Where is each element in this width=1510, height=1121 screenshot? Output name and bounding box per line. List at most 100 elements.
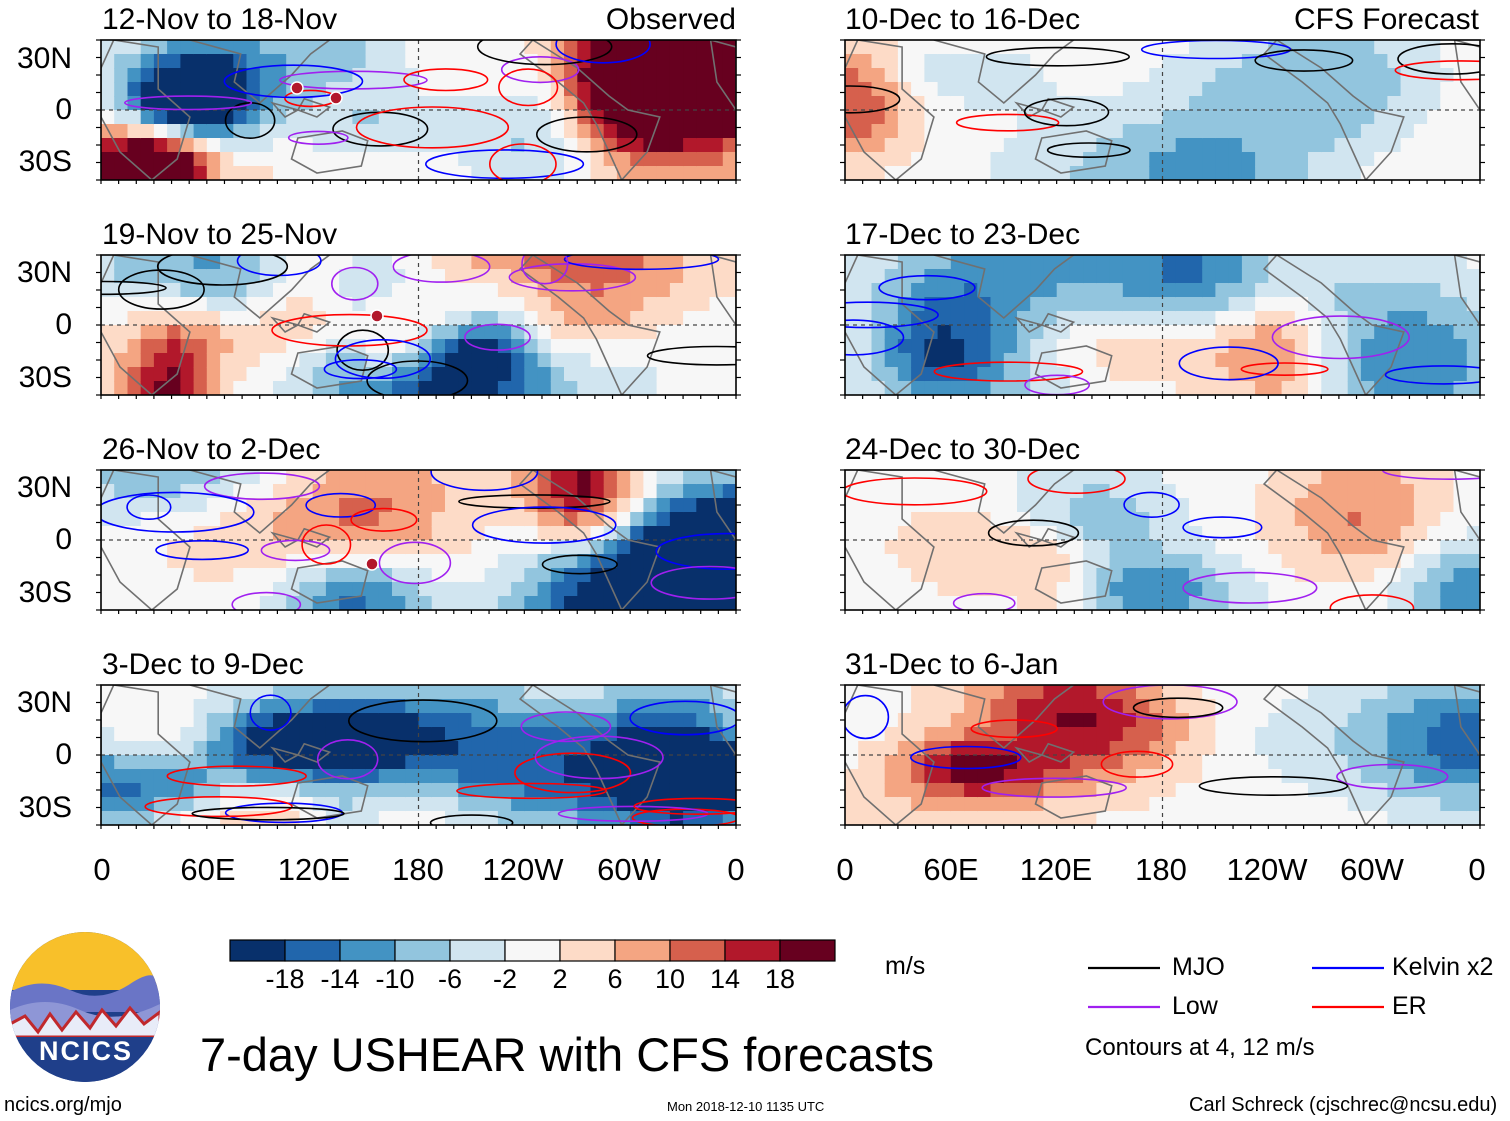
shear-cell xyxy=(206,353,221,368)
legend-label-er: ER xyxy=(1392,992,1427,1020)
shear-cell xyxy=(603,685,618,700)
shear-cell xyxy=(643,152,658,167)
shear-cell xyxy=(1347,40,1362,55)
shear-cell xyxy=(537,381,552,395)
shear-cell xyxy=(1149,283,1164,298)
shear-cell xyxy=(630,152,644,167)
shear-cell xyxy=(1215,512,1230,527)
shear-cell xyxy=(630,699,644,714)
shear-cell xyxy=(259,166,274,180)
shear-cell xyxy=(950,68,965,83)
wave-contour xyxy=(260,539,331,562)
shear-cell xyxy=(630,325,644,340)
wave-contour xyxy=(1178,346,1279,381)
footer-author: Carl Schreck (cjschrec@ncsu.edu) xyxy=(1189,1094,1498,1116)
shear-cell xyxy=(977,96,992,111)
shear-cell xyxy=(1228,713,1243,728)
shear-cell xyxy=(193,498,208,513)
shear-cell xyxy=(656,325,671,340)
shear-cell xyxy=(603,311,618,326)
shear-cell xyxy=(325,152,340,167)
shear-cell xyxy=(431,96,446,111)
shear-cell xyxy=(683,367,697,382)
shear-cell xyxy=(286,554,300,569)
shear-cell xyxy=(431,470,446,485)
shear-cell xyxy=(101,138,115,153)
shear-cell xyxy=(273,797,287,812)
shear-cell xyxy=(259,40,274,55)
shear-cell xyxy=(1096,470,1111,485)
shear-cell xyxy=(603,484,618,499)
shear-cell xyxy=(1149,727,1164,742)
shear-cell xyxy=(1400,353,1415,368)
shear-cell xyxy=(127,811,142,825)
footer-url[interactable]: ncics.org/mjo xyxy=(4,1094,122,1116)
shear-cell xyxy=(1202,54,1216,69)
shear-cell xyxy=(458,255,472,270)
shear-cell xyxy=(1122,138,1137,153)
cyclone-marker xyxy=(290,81,304,95)
shear-cell xyxy=(1241,110,1256,125)
shear-cell xyxy=(669,353,684,368)
shear-cell xyxy=(1268,797,1283,812)
shear-cell xyxy=(1003,811,1018,825)
shear-cell xyxy=(990,582,1005,597)
shear-cell xyxy=(1202,381,1216,395)
shear-cell xyxy=(1334,727,1349,742)
shear-cell xyxy=(537,727,552,742)
shear-cell xyxy=(1241,568,1256,583)
shear-cell xyxy=(1400,713,1415,728)
shear-cell xyxy=(1308,124,1322,139)
wave-contour xyxy=(498,68,559,107)
shear-cell xyxy=(564,540,578,555)
shear-cell xyxy=(630,367,644,382)
shear-cell xyxy=(206,568,221,583)
shear-cell xyxy=(1255,755,1269,770)
shear-cell xyxy=(656,68,671,83)
shear-cell xyxy=(709,540,724,555)
shear-cell xyxy=(616,82,631,97)
shear-cell xyxy=(1466,498,1480,513)
shear-cell xyxy=(1189,110,1203,125)
shear-cell xyxy=(1360,470,1375,485)
shear-cell xyxy=(1466,381,1480,395)
shear-cell xyxy=(1189,96,1203,111)
observed-label: Observed xyxy=(605,3,736,36)
shear-cell xyxy=(590,54,605,69)
shear-cell xyxy=(1360,40,1375,55)
shear-cell xyxy=(1440,811,1455,825)
shear-cell xyxy=(405,297,420,312)
shear-cell xyxy=(1083,582,1097,597)
shear-cell xyxy=(193,381,208,395)
shear-cell xyxy=(445,685,459,700)
shear-cell xyxy=(537,769,552,784)
shear-cell xyxy=(1109,269,1124,284)
shear-cell xyxy=(524,96,539,111)
shear-cell xyxy=(1347,484,1362,499)
shear-cell xyxy=(1268,124,1283,139)
shear-cell xyxy=(1453,96,1468,111)
shear-cell xyxy=(246,498,261,513)
shear-cell xyxy=(392,713,406,728)
shear-cell xyxy=(1466,152,1480,167)
shear-cell xyxy=(246,554,261,569)
shear-cell xyxy=(1189,152,1203,167)
shear-cell xyxy=(325,138,340,153)
shear-cell xyxy=(378,68,393,83)
wave-contour xyxy=(981,777,1127,798)
shear-cell xyxy=(1374,124,1388,139)
shear-cell xyxy=(1043,512,1058,527)
shear-cell xyxy=(431,353,446,368)
shear-cell xyxy=(431,311,446,326)
shear-cell xyxy=(1400,797,1415,812)
shear-cell xyxy=(577,325,592,340)
shear-cell xyxy=(273,540,287,555)
shear-cell xyxy=(445,797,459,812)
shear-cell xyxy=(564,582,578,597)
shear-cell xyxy=(1030,470,1044,485)
shear-cell xyxy=(220,381,234,395)
shear-cell xyxy=(1003,255,1018,270)
shear-cell xyxy=(630,283,644,298)
shear-cell xyxy=(1056,554,1071,569)
shear-cell xyxy=(511,783,525,798)
